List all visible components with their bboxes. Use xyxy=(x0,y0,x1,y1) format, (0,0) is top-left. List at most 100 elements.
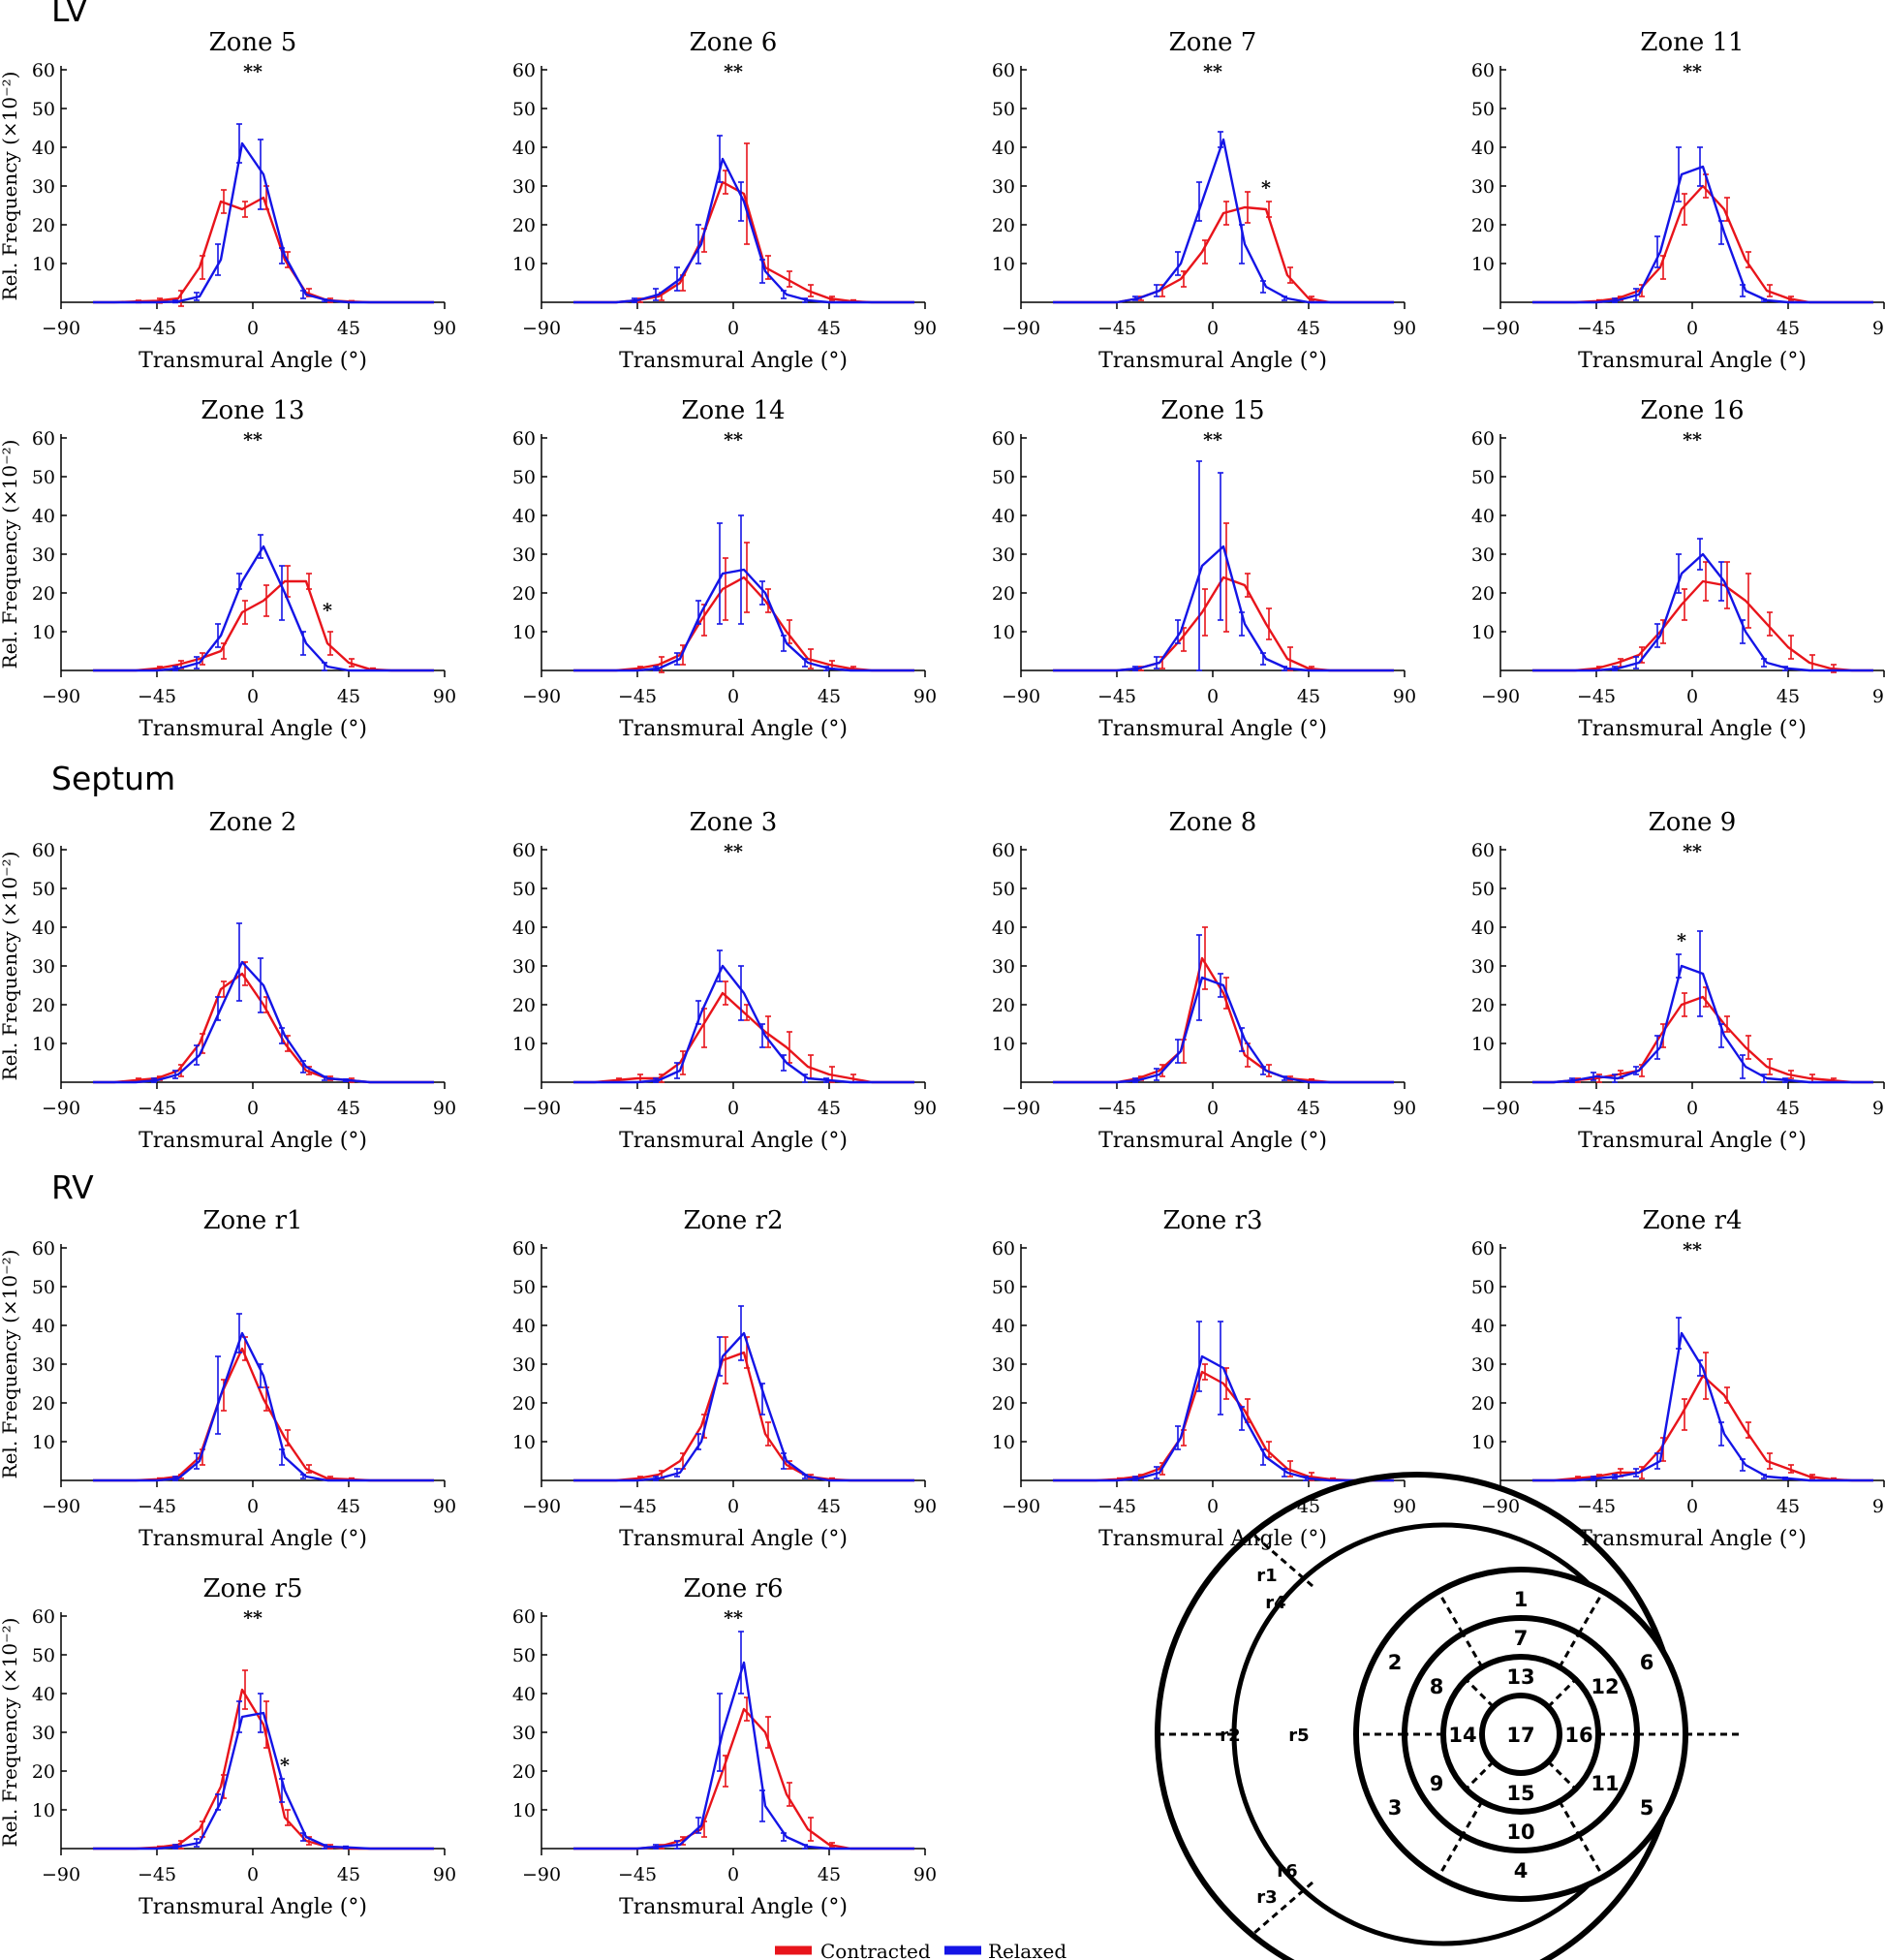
y-tick-label: 40 xyxy=(992,138,1015,159)
significance-marker: ** xyxy=(243,61,263,82)
x-tick-label: −90 xyxy=(1002,686,1040,707)
y-tick-label: 40 xyxy=(1471,1316,1495,1337)
y-tick-label: 50 xyxy=(512,1645,536,1666)
x-tick-label: 45 xyxy=(337,686,360,707)
x-axis-label: Transmural Angle (°) xyxy=(139,349,367,373)
segment-divider xyxy=(1461,1633,1484,1668)
segment-divider xyxy=(1577,1591,1605,1634)
panel-zone-7: Zone 7 ** 10 20 30 40 50 60 −90 −45 0 45 90 Transmura… xyxy=(992,28,1416,373)
segment-label: 15 xyxy=(1506,1782,1534,1805)
y-tick-label: 20 xyxy=(32,215,55,236)
x-tick-label: 90 xyxy=(1872,1496,1885,1517)
y-tick-label: 50 xyxy=(32,467,55,488)
panel-title: Zone 15 xyxy=(1160,396,1264,425)
y-tick-label: 30 xyxy=(32,176,55,198)
x-axis-label: Transmural Angle (°) xyxy=(1578,349,1807,373)
y-tick-label: 30 xyxy=(32,1723,55,1744)
panel-zone-14: Zone 14 ** 10 20 30 40 50 60 −90 −45 0 45 90 Transmur… xyxy=(512,396,937,741)
y-tick-label: 60 xyxy=(32,840,55,861)
y-tick-label: 10 xyxy=(1471,1432,1495,1453)
y-tick-label: 40 xyxy=(512,918,536,939)
x-tick-label: 45 xyxy=(1777,686,1800,707)
rv-segment-label: r3 xyxy=(1256,1887,1277,1908)
x-tick-label: −45 xyxy=(618,1496,657,1517)
segment-label: 17 xyxy=(1506,1724,1534,1747)
y-tick-label: 20 xyxy=(992,995,1015,1016)
x-axis-label: Transmural Angle (°) xyxy=(1578,717,1807,741)
series-line-relaxed xyxy=(1532,1331,1873,1482)
series-line-contracted xyxy=(1053,205,1394,304)
y-tick-label: 40 xyxy=(32,138,55,159)
panel-title: Zone 5 xyxy=(209,28,297,57)
series-line-contracted xyxy=(93,196,434,304)
series-line-relaxed xyxy=(1053,1354,1394,1482)
x-axis-label: Transmural Angle (°) xyxy=(619,349,848,373)
y-tick-label: 40 xyxy=(32,506,55,527)
x-tick-label: −45 xyxy=(1577,318,1616,339)
series-line-contracted xyxy=(1053,1370,1394,1482)
panel-title: Zone r2 xyxy=(683,1206,783,1235)
point-significance-marker: * xyxy=(323,600,332,621)
panel-title: Zone 3 xyxy=(690,808,778,837)
y-tick-label: 50 xyxy=(1471,467,1495,488)
y-tick-label: 40 xyxy=(992,506,1015,527)
y-tick-label: 50 xyxy=(1471,879,1495,900)
x-tick-label: −90 xyxy=(1481,1496,1520,1517)
y-tick-label: 60 xyxy=(1471,1238,1495,1260)
y-tick-label: 20 xyxy=(512,1393,536,1415)
y-tick-label: 40 xyxy=(512,1316,536,1337)
y-tick-label: 40 xyxy=(512,138,536,159)
y-tick-label: 30 xyxy=(1471,1354,1495,1376)
series-line-contracted xyxy=(573,991,914,1084)
y-tick-label: 60 xyxy=(1471,60,1495,81)
y-tick-label: 50 xyxy=(32,1277,55,1298)
x-tick-label: −90 xyxy=(1002,1098,1040,1119)
x-tick-label: 90 xyxy=(433,1496,456,1517)
x-tick-label: −90 xyxy=(522,318,561,339)
y-tick-label: 10 xyxy=(32,254,55,275)
segment-label: 11 xyxy=(1591,1772,1619,1795)
x-tick-label: −45 xyxy=(138,318,176,339)
x-axis-label: Transmural Angle (°) xyxy=(1098,349,1327,373)
x-axis-label: Transmural Angle (°) xyxy=(1098,717,1327,741)
segment-label: 4 xyxy=(1514,1859,1529,1882)
x-axis-label: Transmural Angle (°) xyxy=(619,1895,848,1919)
rv-divider xyxy=(1253,1881,1313,1935)
panel-zone-r5: Zone r5 ** 10 20 30 40 50 60 −90 −45 0 45 90 Transmur… xyxy=(0,1574,456,1919)
y-tick-label: 60 xyxy=(32,60,55,81)
y-tick-label: 40 xyxy=(32,918,55,939)
x-tick-label: 90 xyxy=(913,1496,937,1517)
y-tick-label: 20 xyxy=(1471,995,1495,1016)
segment-divider xyxy=(1465,1678,1495,1708)
y-tick-label: 30 xyxy=(992,956,1015,978)
x-tick-label: −90 xyxy=(1481,1098,1520,1119)
x-tick-label: 45 xyxy=(818,686,841,707)
x-tick-label: −45 xyxy=(138,686,176,707)
significance-marker: ** xyxy=(1203,429,1222,451)
series-line-contracted xyxy=(573,1707,914,1851)
y-tick-label: 50 xyxy=(32,99,55,120)
series-line-relaxed xyxy=(93,960,434,1084)
y-tick-label: 50 xyxy=(32,879,55,900)
series-line-relaxed xyxy=(1532,552,1873,672)
panel-title: Zone 2 xyxy=(209,808,297,837)
series-line-relaxed xyxy=(93,1331,434,1482)
rv-divider xyxy=(1253,1534,1313,1588)
x-tick-label: −45 xyxy=(138,1098,176,1119)
series-line-contracted xyxy=(93,1347,434,1482)
segment-label: 10 xyxy=(1506,1820,1534,1844)
segment-divider xyxy=(1558,1800,1581,1836)
y-tick-label: 40 xyxy=(512,506,536,527)
x-tick-label: 45 xyxy=(1297,1098,1320,1119)
segment-label: 2 xyxy=(1388,1651,1403,1674)
y-axis-label: Rel. Frequency (×10⁻²) xyxy=(0,72,21,301)
y-tick-label: 20 xyxy=(32,583,55,605)
x-tick-label: 0 xyxy=(1686,318,1698,339)
series-line-contracted xyxy=(1532,579,1873,672)
y-tick-label: 50 xyxy=(512,99,536,120)
segment-label: 8 xyxy=(1430,1675,1444,1698)
x-tick-label: 90 xyxy=(433,686,456,707)
series-line-contracted xyxy=(93,579,434,672)
x-tick-label: 45 xyxy=(337,1496,360,1517)
